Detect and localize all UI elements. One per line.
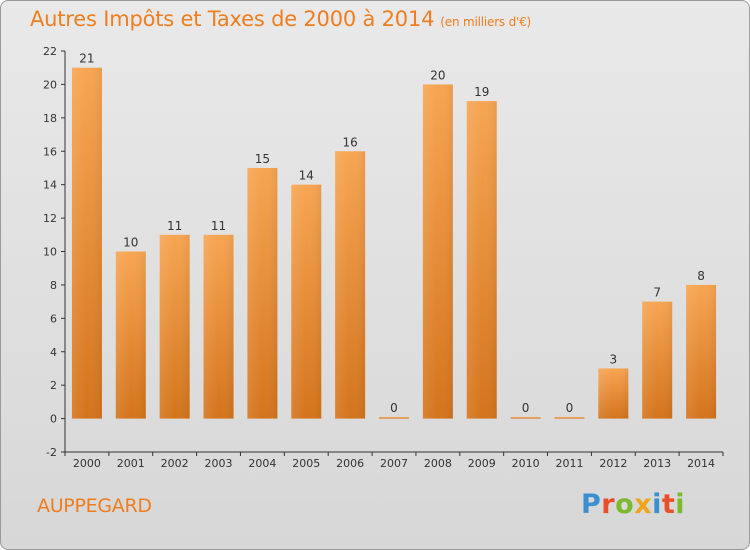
bar-2010: [510, 417, 541, 419]
bar-sheen-2014: [686, 284, 717, 419]
x-tick-label: 2002: [161, 457, 189, 470]
data-label-2004: 15: [255, 152, 270, 166]
x-tick-label: 2004: [248, 457, 276, 470]
chart-title-unit: (en milliers d'€): [440, 15, 532, 29]
chart-title-main: Autres Impôts et Taxes de 2000 à 2014: [30, 7, 435, 31]
bar-sheen-2006: [335, 151, 366, 419]
chart-labels: 21 10 11 11 15 14 16 0 20 19 0 0 3 7 8: [79, 52, 705, 415]
x-tick-label: 2006: [336, 457, 364, 470]
x-tick-label: 2014: [687, 457, 715, 470]
x-tick-label: 2010: [512, 457, 540, 470]
bar-sheen-2004: [247, 167, 278, 419]
x-tick-label: 2005: [292, 457, 320, 470]
y-tick-label: 22: [43, 45, 57, 58]
data-label-2013: 7: [653, 286, 661, 300]
data-label-2007: 0: [390, 401, 398, 415]
proxiti-logo: Proxiti: [581, 489, 685, 520]
data-label-2014: 8: [697, 269, 705, 283]
bar-sheen-2002: [159, 234, 190, 419]
data-label-2011: 0: [566, 401, 574, 415]
x-tick-label: 2001: [117, 457, 145, 470]
y-tick-label: 4: [50, 346, 57, 359]
y-tick-label: 20: [43, 78, 57, 91]
bar-sheen-2012: [598, 368, 629, 419]
data-label-2006: 16: [342, 135, 357, 149]
chart-bars: [71, 67, 717, 419]
logo-letter: t: [661, 489, 676, 520]
bar-sheen-2008: [422, 84, 453, 419]
y-tick-label: 6: [50, 312, 57, 325]
bar-2011: [554, 417, 585, 419]
y-tick-label: 18: [43, 112, 57, 125]
data-label-2005: 14: [299, 169, 314, 183]
x-tick-label: 2009: [468, 457, 496, 470]
bar-sheen-2013: [642, 301, 673, 419]
data-label-2001: 10: [123, 236, 138, 250]
logo-letter: o: [615, 489, 635, 520]
y-tick-label: -2: [46, 446, 57, 459]
logo-letter: r: [601, 489, 616, 520]
y-tick-label: 8: [50, 279, 57, 292]
bar-sheen-2005: [291, 184, 322, 419]
x-tick-label: 2011: [555, 457, 583, 470]
data-label-2008: 20: [430, 68, 445, 82]
chart-title: Autres Impôts et Taxes de 2000 à 2014 (en…: [30, 7, 531, 31]
data-label-2000: 21: [79, 52, 94, 66]
data-label-2002: 11: [167, 219, 182, 233]
y-tick-label: 12: [43, 212, 57, 225]
x-tick-label: 2000: [73, 457, 101, 470]
y-tick-label: 0: [50, 413, 57, 426]
y-tick-label: 2: [50, 379, 57, 392]
logo-letter: x: [634, 489, 653, 520]
x-tick-label: 2008: [424, 457, 452, 470]
y-tick-label: 16: [43, 145, 57, 158]
data-label-2003: 11: [211, 219, 226, 233]
logo-letter: i: [652, 489, 662, 520]
y-tick-label: 14: [43, 179, 57, 192]
data-label-2012: 3: [610, 352, 618, 366]
x-tick-label: 2003: [205, 457, 233, 470]
x-tick-label: 2013: [643, 457, 671, 470]
logo-letter: P: [581, 489, 602, 520]
bar-2007: [379, 417, 409, 419]
bar-sheen-2009: [466, 101, 497, 419]
data-label-2010: 0: [522, 401, 530, 415]
y-tick-label: 10: [43, 246, 57, 259]
bar-sheen-2001: [115, 251, 146, 419]
x-tick-label: 2007: [380, 457, 408, 470]
x-tick-label: 2012: [599, 457, 627, 470]
bar-sheen-2003: [203, 234, 234, 419]
logo-letter: i: [675, 489, 686, 520]
data-label-2009: 19: [474, 85, 489, 99]
bar-sheen-2000: [71, 67, 102, 419]
commune-name: AUPPEGARD: [37, 495, 152, 517]
